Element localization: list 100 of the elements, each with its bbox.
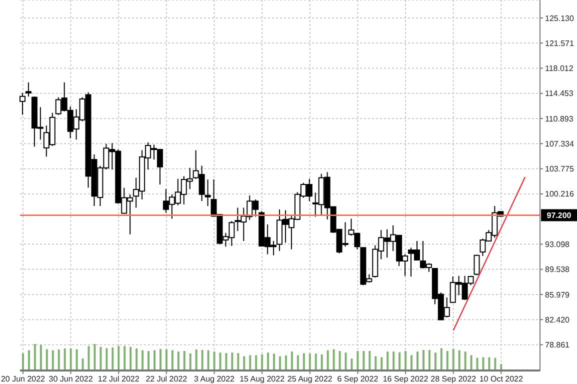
bar [231, 352, 234, 370]
bar [82, 358, 84, 370]
bar [177, 352, 180, 370]
bar [386, 352, 389, 370]
bar [398, 352, 401, 370]
bar [124, 346, 126, 370]
bar [153, 350, 156, 370]
y-tick-label: 121.571 [545, 38, 574, 48]
bar [368, 351, 371, 370]
bar [40, 344, 42, 370]
bar [34, 344, 36, 370]
bar [267, 352, 270, 370]
bar [338, 351, 341, 370]
bar [476, 358, 478, 370]
bar [46, 349, 48, 370]
bar [76, 349, 78, 370]
bar [470, 355, 472, 370]
bar [100, 346, 102, 370]
bar [213, 352, 216, 370]
bar [94, 344, 96, 370]
bar [243, 356, 246, 370]
ref-line-label: 97.200 [546, 211, 572, 220]
y-tick-label: 107.334 [545, 139, 574, 148]
y-tick-label: 82.420 [545, 315, 570, 324]
bar [494, 358, 496, 370]
y-tick-label: 118.012 [545, 64, 574, 74]
bar [374, 356, 377, 370]
y-tick-label: 103.775 [545, 164, 574, 174]
y-tick-label: 78.861 [545, 340, 570, 350]
bar [159, 348, 162, 370]
bar [165, 349, 168, 370]
bar [482, 357, 484, 370]
x-tick-label: 3 Aug 2022 [194, 374, 236, 384]
y-tick-label: 93.098 [545, 240, 570, 250]
bar [237, 353, 240, 370]
bar [320, 354, 323, 370]
bar [380, 357, 383, 370]
bar [464, 352, 466, 370]
bar [308, 354, 311, 370]
x-tick-label: 28 Sep 2022 [430, 374, 477, 384]
bar [171, 350, 174, 370]
bar [314, 354, 317, 370]
bar [261, 354, 264, 370]
x-tick-label: 22 Jul 2022 [146, 374, 188, 384]
bar [392, 352, 395, 370]
bar [148, 351, 150, 370]
bar [446, 351, 448, 370]
x-tick-label: 15 Aug 2022 [240, 374, 286, 384]
bar [255, 355, 258, 370]
bar [195, 349, 198, 370]
bar [273, 354, 276, 370]
y-tick-label: 125.130 [545, 14, 574, 23]
bar [302, 353, 305, 370]
bar [332, 349, 335, 370]
bar [416, 352, 418, 370]
x-tick-label: 25 Aug 2022 [287, 374, 333, 384]
bar [28, 350, 30, 370]
bar [440, 348, 442, 370]
y-tick-label: 114.453 [545, 89, 574, 98]
bar [136, 348, 138, 370]
bar [296, 355, 299, 370]
x-tick-label: 6 Sep 2022 [337, 374, 379, 384]
bar [64, 348, 66, 370]
bar [219, 352, 222, 370]
bar [52, 350, 54, 370]
bar [290, 352, 293, 370]
bar [410, 355, 413, 370]
bar [404, 351, 407, 370]
bar [458, 350, 460, 370]
bar [500, 364, 502, 370]
bar [130, 346, 132, 370]
bar [279, 356, 282, 370]
y-tick-label: 89.538 [545, 265, 570, 274]
y-tick-label: 110.893 [545, 114, 574, 124]
bar [88, 346, 90, 370]
bar [225, 353, 228, 370]
bar [70, 348, 72, 370]
x-tick-label: 20 Jun 2022 [0, 374, 46, 384]
bar [142, 350, 144, 370]
bar [201, 350, 204, 370]
y-tick-label: 100.216 [545, 190, 574, 199]
bar [189, 353, 192, 370]
x-tick-label: 12 Jul 2022 [98, 374, 140, 384]
x-tick-label: 30 Jun 2022 [48, 374, 94, 384]
bar [488, 357, 490, 370]
bar [22, 353, 24, 370]
bar [362, 351, 365, 370]
bar [249, 355, 252, 370]
bar [344, 352, 347, 370]
bar [452, 348, 454, 370]
bar [118, 346, 120, 370]
bar [434, 352, 436, 370]
x-tick-label: 16 Sep 2022 [382, 374, 429, 384]
bar [284, 355, 287, 370]
bar [207, 350, 210, 370]
bar [356, 351, 359, 370]
bar [112, 347, 114, 370]
bar [106, 348, 108, 370]
bar [58, 349, 60, 370]
candlestick [204, 179, 211, 206]
